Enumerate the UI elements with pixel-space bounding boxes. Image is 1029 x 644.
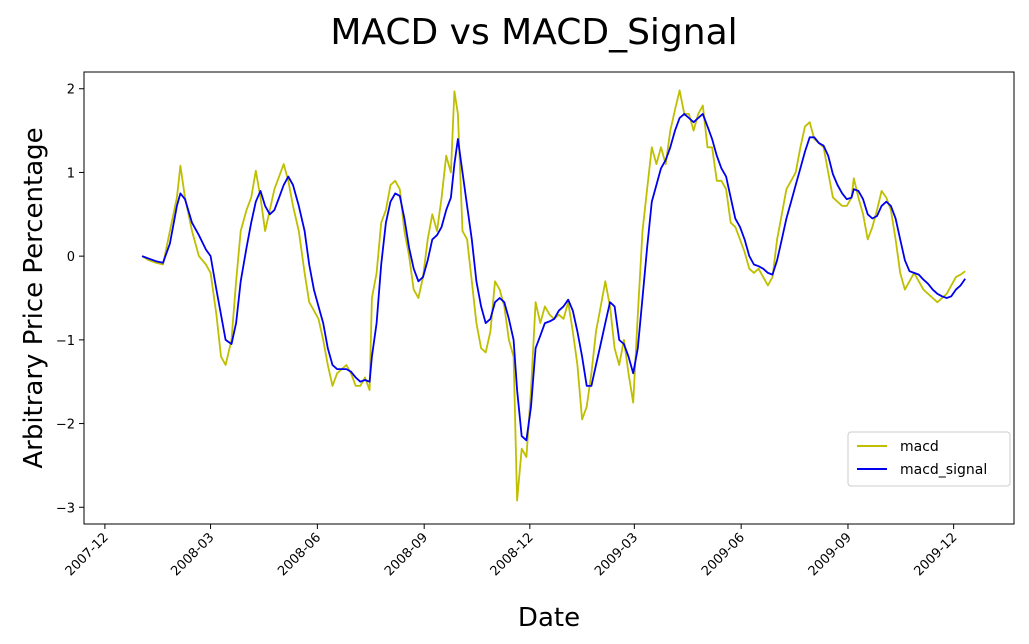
y-axis: −3 −2 −1 0 1 2	[56, 83, 84, 516]
x-axis: 2007-12 2008-03 2008-06 2008-09 2008-12 2009-…	[63, 524, 960, 579]
legend-frame	[847, 431, 1011, 487]
x-tick-label: 2008-06	[275, 530, 324, 579]
x-tick-label: 2009-06	[699, 530, 748, 579]
y-tick-label: −1	[56, 334, 75, 349]
plot-frame	[83, 71, 1015, 525]
x-tick-label: 2008-09	[382, 530, 431, 579]
y-tick-label: 0	[67, 250, 75, 265]
x-tick-label: 2009-12	[911, 530, 960, 579]
x-tick-label: 2009-09	[806, 530, 855, 579]
series-line-macd-signal	[141, 113, 966, 442]
x-axis-title: Date	[518, 603, 580, 633]
x-tick-label: 2007-12	[63, 530, 112, 579]
legend-label-macd: macd	[900, 439, 939, 455]
legend-label-macd-signal: macd_signal	[900, 462, 987, 478]
x-tick-label: 2008-12	[488, 530, 537, 579]
y-tick-label: −2	[56, 418, 75, 433]
plot-area	[141, 89, 966, 502]
series-line-macd	[141, 89, 966, 502]
y-tick-label: −3	[56, 501, 75, 516]
y-tick-label: 1	[67, 166, 75, 181]
y-axis-title: Arbitrary Price Percentage	[19, 127, 49, 468]
y-tick-label: 2	[67, 83, 75, 98]
chart-title: MACD vs MACD_Signal	[330, 12, 737, 53]
legend: macd macd_signal	[847, 431, 1011, 487]
x-tick-label: 2008-03	[168, 530, 217, 579]
x-tick-label: 2009-03	[592, 530, 641, 579]
